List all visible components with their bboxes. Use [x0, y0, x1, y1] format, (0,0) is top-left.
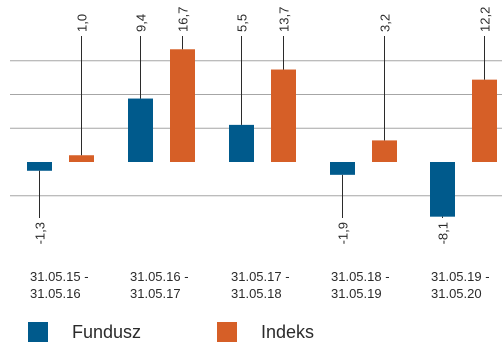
data-label: -1,9: [336, 222, 351, 244]
category-label: 31.05.19 -31.05.20: [431, 269, 490, 301]
bar-indeks: [69, 155, 94, 162]
legend-swatch-fundusz: [28, 322, 48, 342]
bar-indeks: [170, 49, 195, 162]
bar-fundusz: [430, 162, 455, 217]
bar-fundusz: [330, 162, 355, 175]
data-label: 9,4: [134, 14, 149, 32]
bar-fundusz: [229, 124, 254, 162]
bar-fundusz: [128, 98, 153, 162]
category-label: 31.05.15 -31.05.16: [30, 269, 89, 301]
bar-chart: -1,3 9,4 5,5 -1,9 -8,1 1,0 16,7 13,7 3,2 12,2: [10, 7, 502, 244]
data-label: 1,0: [75, 14, 90, 32]
data-label: 3,2: [378, 14, 393, 32]
data-label: 12,2: [478, 7, 493, 32]
bar-indeks: [472, 79, 497, 162]
category-label: 31.05.17 -31.05.18: [231, 269, 290, 301]
bar-indeks: [372, 140, 397, 162]
legend-fundusz: Fundusz: [28, 322, 141, 342]
data-label: 16,7: [176, 7, 191, 32]
bar-indeks: [271, 69, 296, 162]
legend-label-indeks: Indeks: [261, 321, 315, 342]
legend-indeks: Indeks: [217, 322, 314, 342]
legend-swatch-indeks: [217, 322, 237, 342]
data-label: -8,1: [436, 222, 451, 244]
data-label: -1,3: [33, 222, 48, 244]
data-label: 5,5: [235, 14, 250, 32]
category-label: 31.05.16 -31.05.17: [130, 269, 189, 301]
legend-label-fundusz: Fundusz: [72, 321, 142, 342]
category-label: 31.05.18 -31.05.19: [331, 269, 390, 301]
data-label: 13,7: [277, 7, 292, 32]
bar-fundusz: [27, 162, 52, 171]
